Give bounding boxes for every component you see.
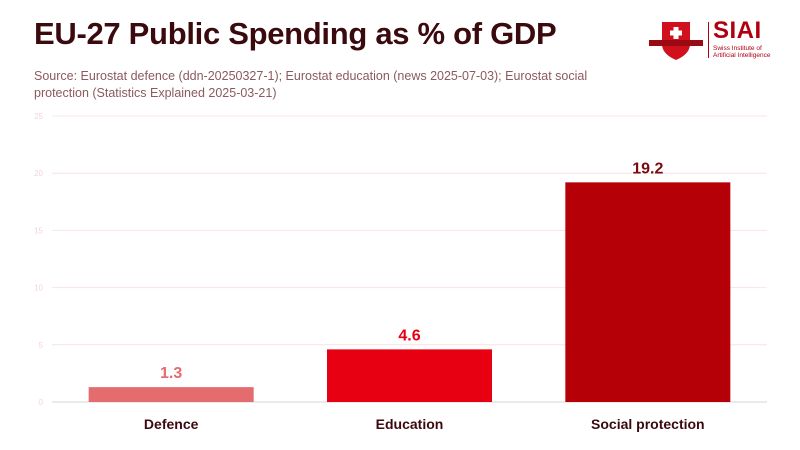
bar-defence bbox=[88, 387, 254, 402]
bars bbox=[88, 182, 731, 402]
logo-tagline-line2: Artificial Intelligence bbox=[713, 52, 771, 59]
y-tick-label: 10 bbox=[34, 284, 43, 293]
x-tick-label: Education bbox=[376, 416, 444, 432]
bar-social-protection bbox=[565, 182, 731, 402]
data-label: 1.3 bbox=[160, 365, 182, 382]
chart-source-subtitle: Source: Eurostat defence (ddn-20250327-1… bbox=[34, 69, 588, 100]
y-tick-label: 15 bbox=[34, 226, 43, 235]
logo-divider bbox=[708, 22, 709, 58]
data-label: 4.6 bbox=[398, 327, 420, 344]
logo-tagline-line1: Swiss Institute of bbox=[713, 45, 762, 52]
x-axis-ticks: Defence Education Social protection bbox=[144, 416, 705, 432]
y-tick-label: 5 bbox=[39, 341, 44, 350]
logo-tagline: Swiss Institute of Artificial Intelligen… bbox=[713, 45, 783, 59]
shield-swiss-cross-icon bbox=[649, 22, 703, 60]
data-label: 19.2 bbox=[632, 160, 663, 177]
value-labels: 1.3 4.6 19.2 bbox=[160, 160, 663, 382]
x-tick-label: Social protection bbox=[591, 416, 705, 432]
y-axis-ticks: 0 5 10 15 20 25 bbox=[34, 112, 43, 407]
y-tick-label: 0 bbox=[39, 398, 44, 407]
chart-title: EU-27 Public Spending as % of GDP bbox=[34, 16, 557, 51]
logo-wordmark: SIAI bbox=[713, 17, 762, 44]
siai-logo: SIAI Swiss Institute of Artificial Intel… bbox=[648, 17, 778, 62]
y-tick-label: 25 bbox=[34, 112, 43, 121]
y-tick-label: 20 bbox=[34, 169, 43, 178]
bar-education bbox=[327, 349, 492, 402]
x-tick-label: Defence bbox=[144, 416, 199, 432]
